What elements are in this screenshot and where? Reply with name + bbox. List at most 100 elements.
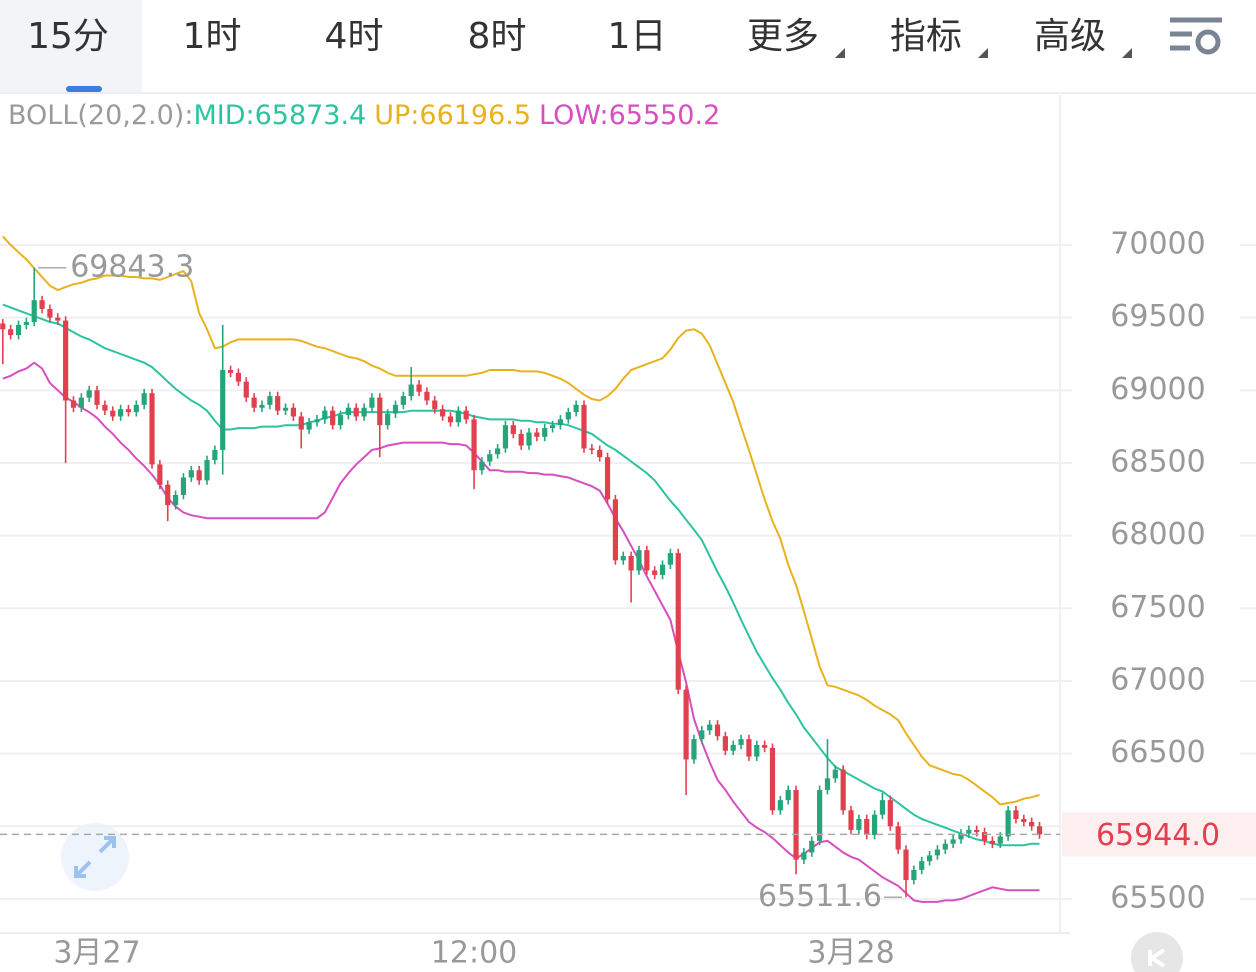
candle-body — [997, 836, 1003, 844]
candle-body — [644, 550, 650, 571]
candle-body — [385, 413, 391, 426]
candle-body — [306, 422, 312, 430]
candle-body — [958, 833, 964, 840]
candle-body — [23, 322, 29, 325]
boll-line — [2, 303, 1040, 847]
candle-body — [330, 410, 336, 426]
candle-body — [754, 744, 760, 757]
candle-body — [298, 416, 304, 430]
candle-body — [589, 448, 595, 450]
candle-body — [738, 739, 744, 745]
candle-body — [275, 396, 281, 411]
candle-body — [282, 407, 289, 411]
candle-body — [361, 407, 367, 417]
expand-button[interactable] — [61, 823, 129, 891]
k-button[interactable] — [1131, 932, 1183, 972]
candle-body — [557, 419, 564, 426]
candle-body — [447, 416, 454, 423]
candle-body — [157, 464, 163, 485]
candle-body — [981, 832, 988, 841]
dropdown-caret — [835, 48, 845, 58]
candle-body — [1029, 821, 1035, 827]
candle-body — [1036, 826, 1043, 835]
candle-body — [15, 324, 22, 336]
x-tick-label: 3月28 — [807, 936, 894, 971]
candle-body — [785, 789, 791, 801]
y-tick-label: 69000 — [1110, 372, 1205, 407]
candle-body — [769, 747, 776, 811]
candle-body — [534, 432, 540, 437]
candle-body — [455, 410, 461, 423]
candle-body — [432, 400, 438, 410]
candle-body — [573, 404, 579, 413]
max-label: 69843.3 — [70, 249, 194, 284]
candle-body — [70, 400, 77, 408]
candle-body — [196, 470, 202, 481]
legend-label: UP: — [374, 100, 419, 131]
candle-body — [848, 810, 854, 830]
candle-body — [817, 789, 823, 841]
candle-body — [400, 396, 406, 405]
dropdown-caret — [1122, 48, 1132, 58]
candle-body — [510, 425, 516, 434]
candle-body — [487, 454, 493, 462]
candle-body — [235, 372, 242, 382]
candle-body — [518, 433, 524, 446]
legend-value: 66196.5 — [419, 100, 531, 131]
candle-body — [94, 390, 100, 405]
settings-icon[interactable] — [1170, 17, 1222, 55]
candle-body — [86, 390, 92, 398]
candle-body — [809, 840, 815, 853]
candle-body — [345, 407, 351, 416]
legend-label: MID: — [193, 100, 254, 131]
tab[interactable]: 更多 — [747, 16, 819, 57]
dropdown-caret — [978, 48, 988, 58]
candle-body — [856, 819, 862, 830]
candle-body — [251, 397, 257, 408]
candle-body — [942, 843, 948, 850]
candle-body — [549, 425, 556, 429]
tab[interactable]: 高级 — [1034, 16, 1106, 57]
candle-body — [149, 393, 155, 465]
candle-body — [597, 449, 603, 458]
candle-body — [227, 369, 234, 373]
indicator-legend: BOLL(20,2.0):MID:65873.4 UP:66196.5 LOW:65… — [8, 100, 720, 131]
candle-body — [479, 461, 485, 471]
tab[interactable]: 1日 — [608, 16, 667, 57]
indicator-name: BOLL(20,2.0): — [8, 100, 193, 131]
candle-body — [204, 460, 210, 481]
y-tick-label: 65500 — [1110, 880, 1205, 915]
candle-body — [141, 393, 147, 405]
tab[interactable]: 指标 — [890, 16, 962, 57]
tab[interactable]: 4时 — [325, 16, 384, 57]
candle-body — [699, 730, 705, 740]
candle-body — [47, 308, 53, 318]
candle-body — [903, 849, 909, 881]
candle-body — [78, 397, 84, 408]
y-tick-label: 68000 — [1110, 517, 1205, 552]
candle-body — [895, 826, 901, 850]
legend-label: LOW: — [539, 100, 609, 131]
candle-body — [934, 849, 941, 856]
tab[interactable]: 15分 — [27, 16, 109, 57]
candle-body — [824, 778, 831, 790]
candle-body — [463, 410, 469, 420]
tab[interactable]: 1时 — [183, 16, 242, 57]
candle-body — [879, 800, 886, 815]
candle-body — [1005, 810, 1011, 837]
y-tick-label: 67000 — [1110, 662, 1205, 697]
candle-body — [424, 391, 430, 401]
y-tick-label: 66500 — [1110, 735, 1205, 770]
tab[interactable]: 8时 — [468, 16, 527, 57]
candle-body — [290, 407, 296, 417]
candle-body — [369, 397, 375, 408]
candle-body — [314, 419, 320, 423]
candle-body — [102, 404, 108, 411]
active-tab-indicator — [66, 86, 102, 92]
y-tick-label: 69500 — [1110, 299, 1205, 334]
y-tick-label: 68500 — [1110, 444, 1205, 479]
candle-body — [110, 410, 116, 417]
candle-body — [31, 300, 37, 323]
candle-body — [620, 555, 626, 561]
